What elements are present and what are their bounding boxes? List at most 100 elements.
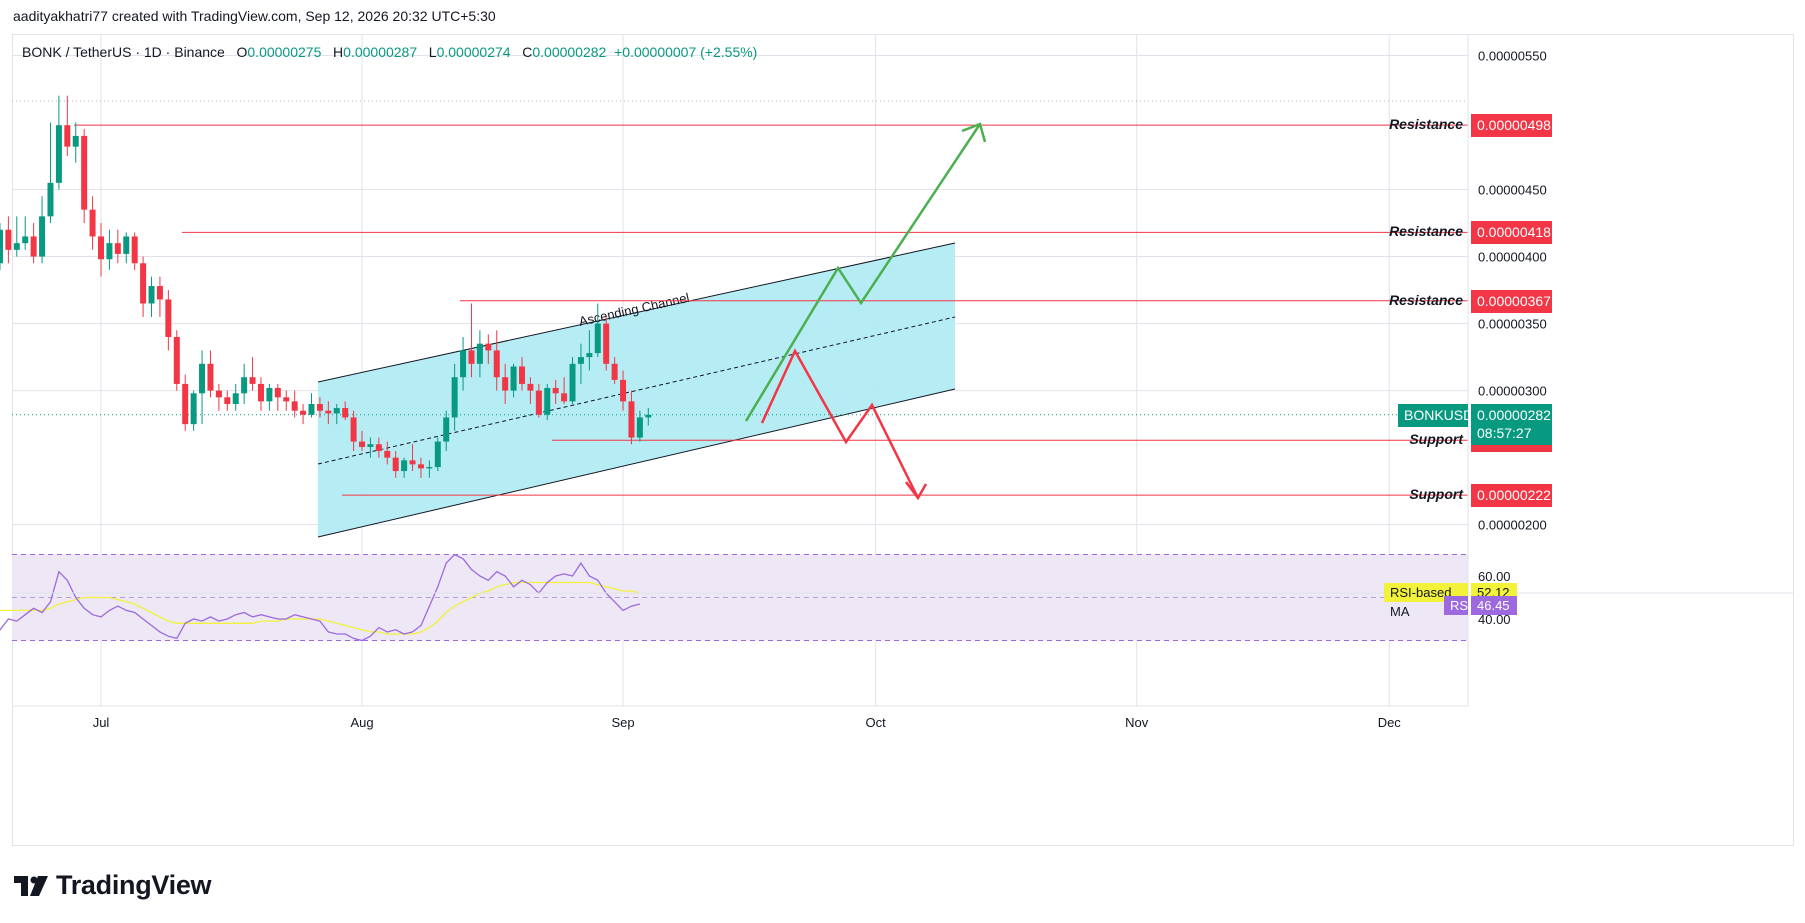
- y-tick-label: 0.00000200: [1478, 518, 1547, 533]
- low-value: 0.00000274: [436, 44, 511, 60]
- candle-body: [502, 377, 509, 391]
- candle-body: [13, 243, 20, 250]
- rsi-y-tick-label: 40.00: [1478, 612, 1511, 627]
- candle-body: [342, 408, 349, 418]
- candle-body: [552, 387, 559, 394]
- candle-body: [451, 377, 458, 418]
- candle-body: [300, 410, 307, 415]
- y-tick-label: 0.00000550: [1478, 48, 1547, 63]
- candle-body: [308, 404, 315, 415]
- candle-body: [434, 441, 441, 468]
- ascending-channel: Ascending Channel: [317, 242, 956, 538]
- candle-body: [443, 417, 450, 442]
- rsi-pane: [0, 553, 1468, 642]
- candle-body: [485, 343, 492, 351]
- candle-body: [257, 383, 264, 402]
- candle-body: [350, 417, 357, 442]
- candle-body: [55, 125, 62, 183]
- candle-body: [274, 387, 281, 398]
- tradingview-logo[interactable]: TradingView: [14, 870, 212, 901]
- candle-body: [5, 229, 12, 250]
- candle-body: [291, 401, 298, 411]
- x-tick-label: Sep: [611, 715, 634, 730]
- open-value: 0.00000275: [247, 44, 322, 60]
- current-price-tag: 0.00000282: [1471, 403, 1552, 427]
- channel-lower-line: [317, 388, 956, 538]
- level-label: Support: [1409, 486, 1463, 503]
- candle-body: [283, 397, 290, 402]
- bearish-path: [760, 348, 920, 499]
- y-tick-label: 0.00000400: [1478, 250, 1547, 265]
- candle-body: [224, 397, 231, 405]
- channel-upper-line: [317, 242, 956, 383]
- level-label: Support: [1409, 431, 1463, 448]
- level-label: Resistance: [1389, 116, 1463, 133]
- rsi-label-tag: RSI: [1444, 596, 1472, 616]
- symbol-pair[interactable]: BONK / TetherUS · 1D · Binance: [22, 44, 225, 60]
- candle-body: [249, 377, 256, 384]
- candle-body: [426, 467, 433, 469]
- candle-body: [241, 377, 248, 394]
- candle-body: [603, 323, 610, 364]
- level-label: Resistance: [1389, 291, 1463, 308]
- bullish-path: [744, 123, 982, 422]
- attribution-text: aadityakhatri77 created with TradingView…: [13, 8, 496, 24]
- candle-body: [199, 363, 206, 394]
- candle-body: [384, 450, 391, 458]
- candle-body: [182, 383, 189, 425]
- bullish-arrowhead: [961, 122, 987, 143]
- candle-body: [47, 182, 54, 217]
- candle-body: [594, 323, 601, 354]
- level-label: Resistance: [1389, 223, 1463, 240]
- candle-body: [359, 441, 366, 447]
- x-tick-label: Oct: [866, 715, 887, 730]
- y-tick-label: 0.00000300: [1478, 384, 1547, 399]
- candle-body: [325, 410, 332, 414]
- candle-body: [0, 229, 3, 264]
- candle-body: [535, 390, 542, 415]
- y-tick-label: 0.00000450: [1478, 183, 1547, 198]
- candle-body: [30, 236, 37, 257]
- tradingview-logo-icon: [14, 875, 48, 896]
- candle-body: [316, 404, 323, 411]
- candle-body: [620, 379, 627, 402]
- x-tick-label: Dec: [1378, 715, 1402, 730]
- channel-fill: [318, 243, 955, 537]
- level-price-tag: 0.00000498: [1471, 114, 1552, 138]
- symbol-tag: BONKUSDT: [1398, 403, 1482, 427]
- tradingview-wordmark: TradingView: [56, 870, 212, 900]
- level-price-tag: 0.00000418: [1471, 221, 1552, 245]
- candle-body: [401, 460, 408, 472]
- high-label: H: [333, 44, 344, 60]
- chart-frame[interactable]: [12, 34, 1794, 846]
- candle-body: [561, 393, 568, 402]
- candle-body: [266, 387, 273, 402]
- change-value: +0.00000007 (+2.55%): [614, 44, 758, 60]
- candle-body: [409, 460, 416, 465]
- candle-body: [367, 444, 374, 447]
- candle-body: [476, 343, 483, 364]
- axis-layer: Jul Aug Sep Oct Nov Dec 0.00000550 0.00000450 0.…: [12, 34, 1794, 730]
- candle-body: [636, 417, 643, 438]
- channel-mid-line: [317, 316, 956, 465]
- x-tick-label: Jul: [93, 715, 110, 730]
- candle-body: [232, 393, 239, 405]
- x-tick-label: Aug: [350, 715, 373, 730]
- rsi-y-tick-label: 60.00: [1478, 569, 1511, 584]
- candle-body: [156, 286, 163, 300]
- level-lines: [12, 124, 1468, 496]
- bearish-arrowhead: [905, 481, 928, 501]
- candle-body: [106, 243, 113, 260]
- high-value: 0.00000287: [343, 44, 418, 60]
- candle-body: [586, 353, 593, 358]
- candle-body: [460, 350, 467, 378]
- x-tick-label: Nov: [1125, 715, 1149, 730]
- low-label: L: [428, 44, 437, 60]
- candle-body: [468, 350, 475, 364]
- candle-body: [333, 408, 340, 414]
- candle-body: [510, 366, 517, 391]
- candle-body: [140, 263, 147, 304]
- candle-body: [569, 363, 576, 402]
- candle-body: [577, 357, 584, 364]
